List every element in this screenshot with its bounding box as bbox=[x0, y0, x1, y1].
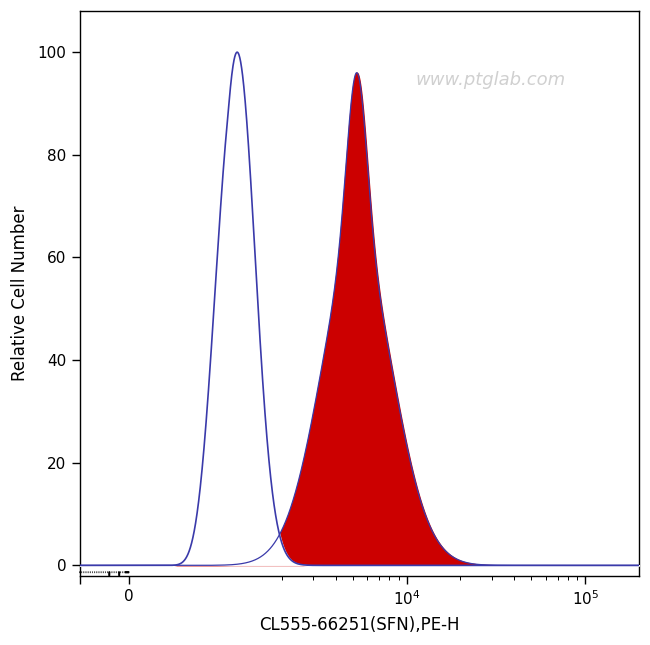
X-axis label: CL555-66251(SFN),PE-H: CL555-66251(SFN),PE-H bbox=[259, 616, 460, 634]
Y-axis label: Relative Cell Number: Relative Cell Number bbox=[11, 206, 29, 381]
Text: www.ptglab.com: www.ptglab.com bbox=[415, 70, 566, 88]
